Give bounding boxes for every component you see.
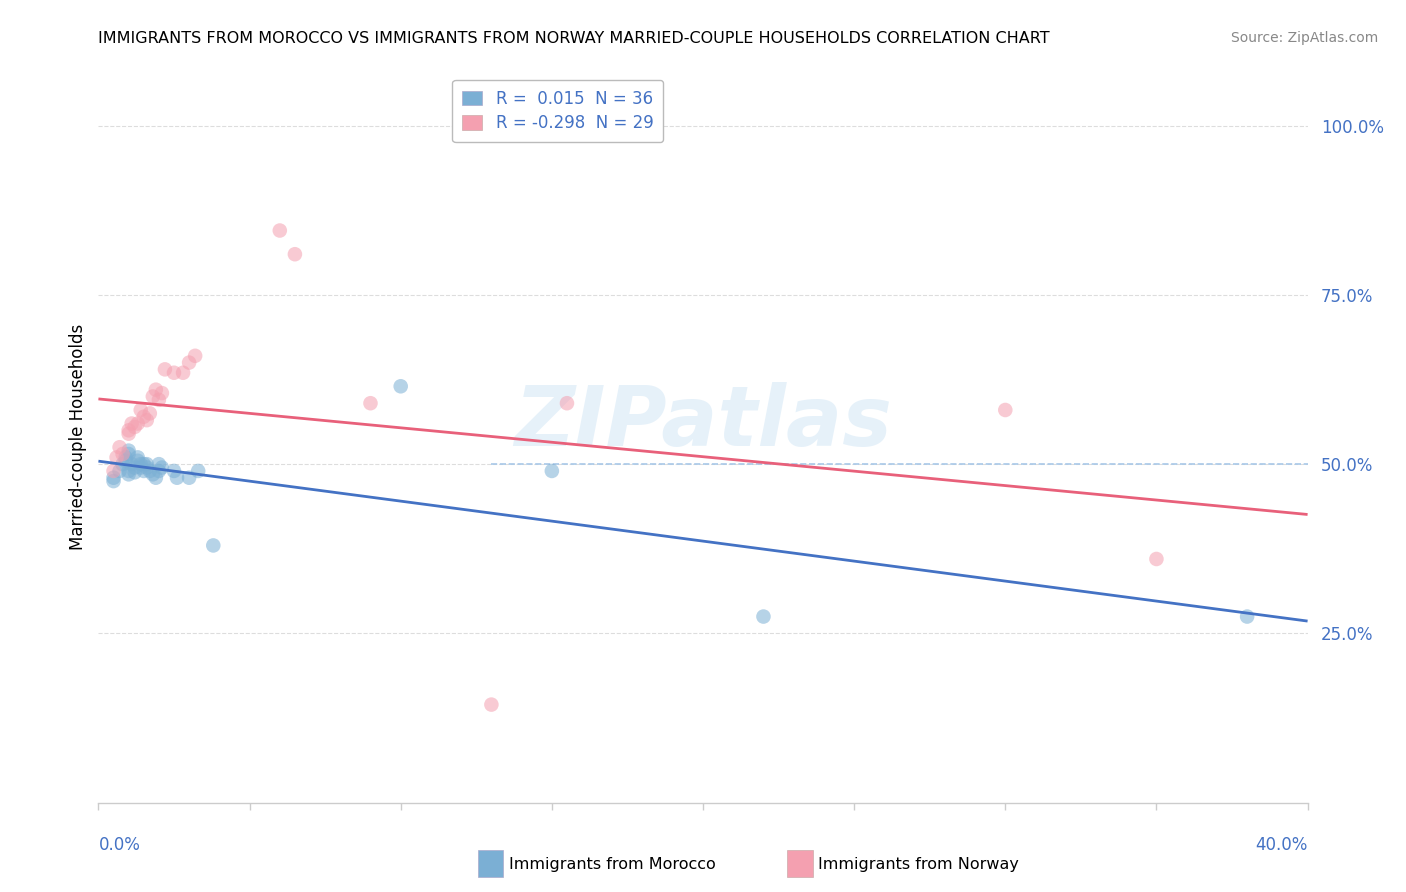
Point <box>118 426 141 441</box>
Point <box>127 450 149 465</box>
Point <box>187 464 209 478</box>
Text: IMMIGRANTS FROM MOROCCO VS IMMIGRANTS FROM NORWAY MARRIED-COUPLE HOUSEHOLDS CORR: IMMIGRANTS FROM MOROCCO VS IMMIGRANTS FR… <box>98 31 1050 46</box>
Point <box>150 460 173 475</box>
Point <box>108 440 131 454</box>
Point <box>752 609 775 624</box>
Point <box>269 223 291 237</box>
Point <box>108 464 131 478</box>
Point <box>555 396 578 410</box>
Point <box>118 464 141 478</box>
Text: Source: ZipAtlas.com: Source: ZipAtlas.com <box>1230 31 1378 45</box>
Point <box>103 464 125 478</box>
Point <box>135 460 157 475</box>
Point <box>142 467 165 482</box>
Point <box>481 698 503 712</box>
Point <box>127 417 149 431</box>
Point <box>145 383 167 397</box>
Point <box>132 457 155 471</box>
Point <box>150 386 173 401</box>
Point <box>153 362 176 376</box>
Point <box>129 457 152 471</box>
Point <box>135 457 157 471</box>
Text: ZIPatlas: ZIPatlas <box>515 382 891 463</box>
Point <box>124 420 146 434</box>
Point <box>166 471 188 485</box>
Point <box>132 409 155 424</box>
Point <box>148 457 170 471</box>
Point <box>184 349 207 363</box>
Point <box>163 366 186 380</box>
Point <box>118 467 141 482</box>
Point <box>111 447 134 461</box>
Point <box>129 460 152 475</box>
Point <box>121 457 143 471</box>
Point <box>148 464 170 478</box>
Point <box>177 471 201 485</box>
Point <box>142 389 165 403</box>
Point <box>124 460 146 475</box>
Point <box>139 464 162 478</box>
Point <box>118 443 141 458</box>
Point <box>114 454 136 468</box>
Point <box>124 465 146 479</box>
Text: 0.0%: 0.0% <box>98 837 141 855</box>
Text: 40.0%: 40.0% <box>1256 837 1308 855</box>
Point <box>177 355 201 369</box>
Legend: R =  0.015  N = 36, R = -0.298  N = 29: R = 0.015 N = 36, R = -0.298 N = 29 <box>453 79 664 143</box>
Text: Immigrants from Norway: Immigrants from Norway <box>818 857 1019 871</box>
Point <box>284 247 307 261</box>
Point <box>540 464 562 478</box>
Point <box>139 406 162 420</box>
Point <box>111 457 134 471</box>
Point <box>103 474 125 488</box>
Point <box>118 423 141 437</box>
Point <box>202 538 225 552</box>
Point <box>105 450 128 465</box>
Point <box>127 454 149 468</box>
Text: Immigrants from Morocco: Immigrants from Morocco <box>509 857 716 871</box>
Point <box>121 417 143 431</box>
Point <box>103 471 125 485</box>
Point <box>145 471 167 485</box>
Point <box>360 396 382 410</box>
Point <box>1236 609 1258 624</box>
Point <box>994 403 1017 417</box>
Point <box>135 413 157 427</box>
Point <box>118 447 141 461</box>
Point <box>129 403 152 417</box>
Point <box>148 392 170 407</box>
Point <box>132 464 155 478</box>
Point <box>389 379 412 393</box>
Point <box>163 464 186 478</box>
Point <box>1144 552 1167 566</box>
Point <box>172 366 194 380</box>
Point <box>114 450 136 465</box>
Y-axis label: Married-couple Households: Married-couple Households <box>69 324 87 550</box>
